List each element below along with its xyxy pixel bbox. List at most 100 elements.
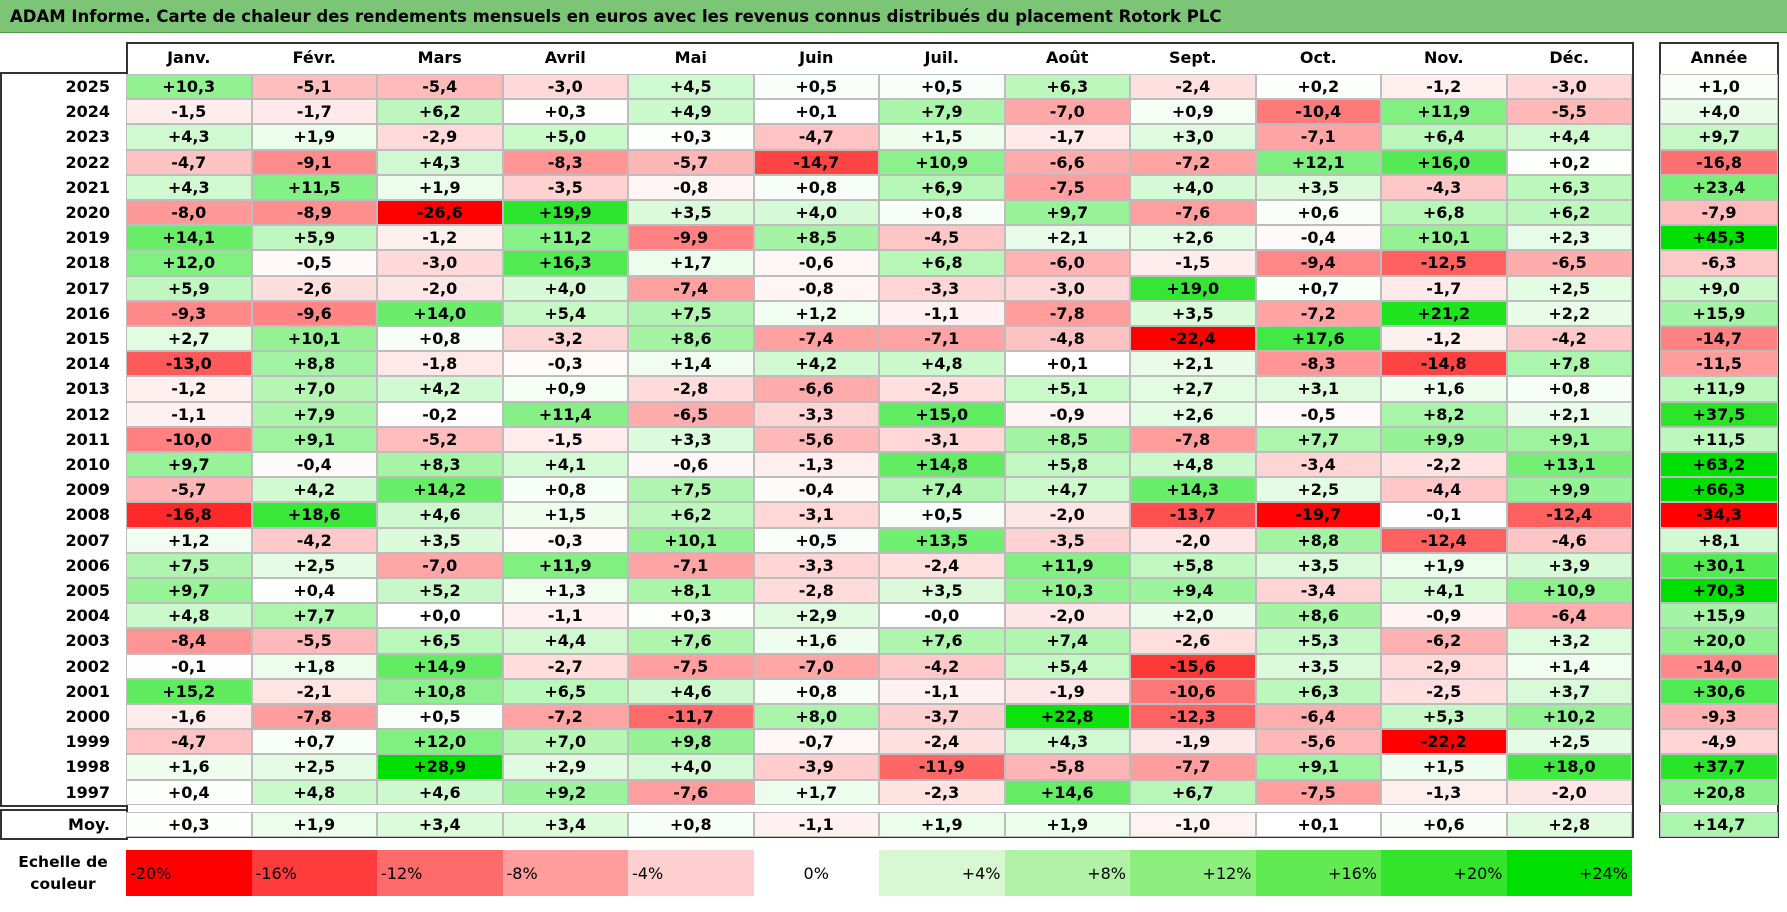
heatmap-cell: -2,4 (1130, 74, 1256, 100)
year-label: 2021 (65, 177, 110, 197)
heatmap-cell: +8,0 (753, 704, 879, 730)
heatmap-cell: -8,3 (502, 149, 628, 175)
heatmap-cell: -7,1 (879, 326, 1005, 352)
heatmap-cell: +3,5 (1255, 552, 1381, 578)
heatmap-cell: -3,5 (502, 174, 628, 200)
heatmap-cell: +0,8 (502, 477, 628, 503)
year-label: 2002 (65, 656, 110, 676)
heatmap-cell: +0,7 (251, 729, 377, 755)
heatmap-cell: +1,2 (753, 300, 879, 326)
heatmap-cell: +4,0 (1130, 174, 1256, 200)
heatmap-cell: +9,7 (1004, 200, 1130, 226)
heatmap-cell: -1,1 (126, 401, 252, 427)
color-scale-swatch-label: +16% (1328, 863, 1377, 883)
heatmap-cell: -1,2 (126, 376, 252, 402)
color-scale-swatch: +8% (1004, 850, 1130, 896)
year-label: 2018 (65, 253, 110, 273)
heatmap-cell: -0,2 (377, 401, 503, 427)
heatmap-cell: +2,3 (1506, 225, 1632, 251)
heatmap-cell: -2,6 (251, 275, 377, 301)
heatmap-cell: -7,7 (1130, 754, 1256, 780)
heatmap-cell: -0,9 (1004, 401, 1130, 427)
heatmap-cell: +0,1 (753, 99, 879, 125)
heatmap-cell: -4,2 (1506, 326, 1632, 352)
heatmap-cell: +15,0 (879, 401, 1005, 427)
heatmap-cell: +8,5 (753, 225, 879, 251)
heatmap-cell: +2,5 (1506, 275, 1632, 301)
heatmap-cell: +7,7 (1255, 426, 1381, 452)
heatmap-cell: -1,2 (377, 225, 503, 251)
heatmap-cell: -0,9 (1381, 603, 1507, 629)
heatmap-cell: +8,2 (1381, 401, 1507, 427)
average-cell: +3,4 (377, 811, 503, 837)
heatmap-cell: -1,9 (1130, 729, 1256, 755)
heatmap-cell: -2,2 (1381, 452, 1507, 478)
heatmap-cell: -2,3 (879, 779, 1005, 805)
heatmap-cell: -7,0 (753, 653, 879, 679)
heatmap-cell: -1,2 (1381, 74, 1507, 100)
heatmap-cell: +0,4 (126, 779, 252, 805)
heatmap-cell: +4,3 (126, 124, 252, 150)
heatmap-cell: -5,6 (753, 426, 879, 452)
annual-cell: +9,7 (1660, 124, 1778, 150)
year-header: Année (1690, 47, 1748, 67)
heatmap-cell: +13,5 (879, 527, 1005, 553)
heatmap-cell: -7,5 (1004, 174, 1130, 200)
heatmap-cell: +8,8 (1255, 527, 1381, 553)
heatmap-cell: +6,2 (1506, 200, 1632, 226)
heatmap-cell: -7,5 (628, 653, 754, 679)
heatmap-cell: +14,1 (126, 225, 252, 251)
heatmap-cell: +0,8 (1506, 376, 1632, 402)
heatmap-cell: +9,1 (1255, 754, 1381, 780)
annual-cell: +4,0 (1660, 99, 1778, 125)
month-header: Févr. (292, 47, 336, 67)
heatmap-cell: +14,6 (1004, 779, 1130, 805)
heatmap-cell: +10,9 (1506, 578, 1632, 604)
heatmap-cell: +2,6 (1130, 225, 1256, 251)
average-cell: +1,9 (879, 811, 1005, 837)
heatmap-cell: -7,4 (753, 326, 879, 352)
heatmap-cell: +1,9 (1381, 552, 1507, 578)
month-header: Nov. (1423, 47, 1464, 67)
heatmap-cell: +0,8 (377, 326, 503, 352)
heatmap-cell: +4,6 (628, 678, 754, 704)
annual-cell: -16,8 (1660, 149, 1778, 175)
heatmap-cell: +2,6 (1130, 401, 1256, 427)
heatmap-cell: +12,0 (377, 729, 503, 755)
heatmap-cell: +6,4 (1381, 124, 1507, 150)
heatmap-cell: +1,5 (502, 502, 628, 528)
heatmap-cell: -14,7 (753, 149, 879, 175)
color-scale-swatch-label: -4% (632, 863, 664, 883)
heatmap-cell: +3,5 (628, 200, 754, 226)
heatmap-cell: +12,0 (126, 250, 252, 276)
annual-cell: +37,5 (1660, 401, 1778, 427)
heatmap-cell: +3,5 (1130, 300, 1256, 326)
heatmap-cell: -11,9 (879, 754, 1005, 780)
year-label: 2001 (65, 681, 110, 701)
heatmap-cell: -12,5 (1381, 250, 1507, 276)
heatmap-cell: +28,9 (377, 754, 503, 780)
year-label: 2014 (65, 354, 110, 374)
heatmap-cell: +19,9 (502, 200, 628, 226)
month-header: Août (1046, 47, 1089, 67)
annual-cell: +23,4 (1660, 174, 1778, 200)
heatmap-cell: -5,8 (1004, 754, 1130, 780)
annual-cell: -6,3 (1660, 250, 1778, 276)
year-label: 2010 (65, 455, 110, 475)
heatmap-cell: +8,3 (377, 452, 503, 478)
heatmap-cell: -13,0 (126, 351, 252, 377)
year-label: 2019 (65, 228, 110, 248)
heatmap-cell: -1,5 (1130, 250, 1256, 276)
color-scale-swatch: +4% (879, 850, 1005, 896)
year-label: 2009 (65, 480, 110, 500)
heatmap-cell: -7,8 (1004, 300, 1130, 326)
annual-cell: +20,8 (1660, 779, 1778, 805)
heatmap-cell: +10,2 (1506, 704, 1632, 730)
heatmap-cell: -2,0 (1004, 502, 1130, 528)
annual-cell: +37,7 (1660, 754, 1778, 780)
heatmap-cell: -12,4 (1506, 502, 1632, 528)
heatmap-cell: -1,1 (879, 678, 1005, 704)
heatmap-cell: +2,2 (1506, 300, 1632, 326)
heatmap-cell: +6,5 (377, 628, 503, 654)
heatmap-cell: -4,2 (251, 527, 377, 553)
